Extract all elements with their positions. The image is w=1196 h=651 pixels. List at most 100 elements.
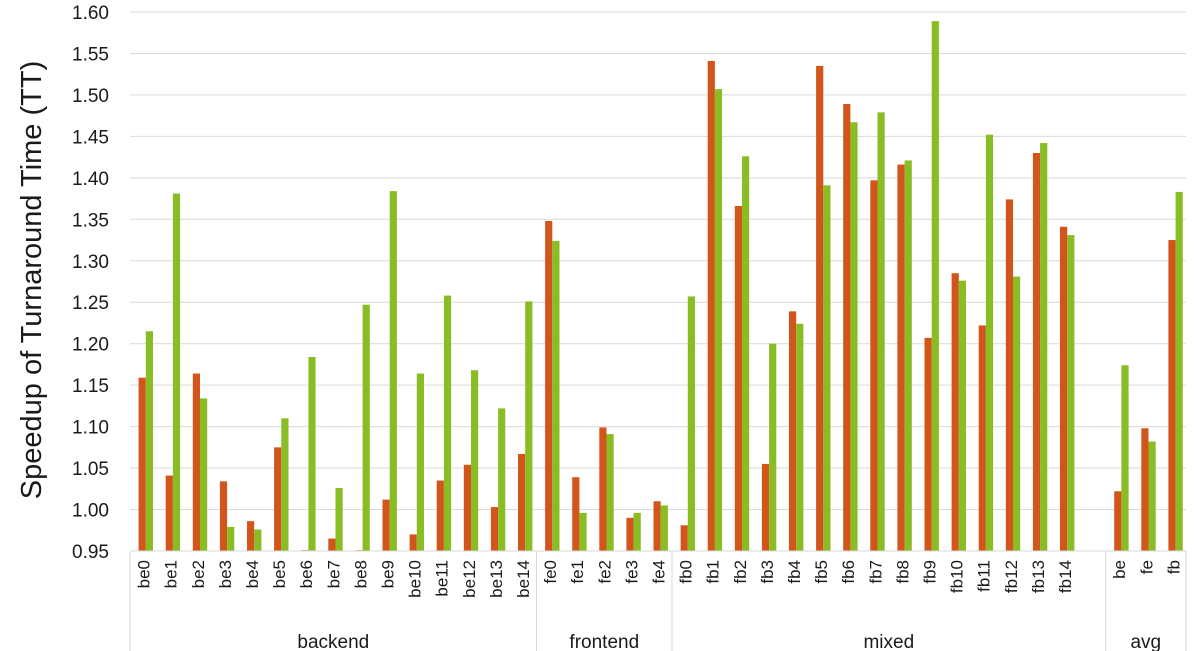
bar-fb10-series1 — [958, 280, 966, 551]
x-tick-label: be5 — [270, 560, 289, 588]
bar-be0-series1 — [145, 331, 153, 551]
bar-fb10-series0 — [951, 273, 959, 551]
bar-fb5-series0 — [816, 65, 824, 552]
bar-be2-series1 — [200, 398, 208, 551]
x-tick-label: be2 — [189, 560, 208, 588]
bar-fe1-series1 — [579, 512, 587, 551]
x-tick-label: be3 — [216, 560, 235, 588]
bar-fe-series1 — [1148, 441, 1156, 551]
bar-fb-series0 — [1168, 240, 1176, 552]
x-tick-label: be11 — [433, 560, 452, 597]
bar-be14-series1 — [525, 301, 533, 551]
bar-be1-series0 — [165, 475, 173, 551]
x-tick-label: fb4 — [785, 560, 804, 584]
y-axis-label: Speedup of Turnaround Time (TT) — [16, 61, 48, 499]
bar-be7-series0 — [328, 538, 336, 551]
y-tick-label: 1.50 — [72, 86, 109, 107]
bar-be2-series0 — [192, 373, 200, 551]
bar-fb2-series0 — [734, 206, 742, 552]
bar-fb9-series1 — [931, 21, 939, 552]
bars — [138, 21, 1183, 552]
x-tick-label: be9 — [378, 560, 397, 588]
x-tick-label: fe4 — [649, 560, 668, 584]
x-tick-label: fe — [1137, 560, 1156, 574]
bar-be11-series0 — [436, 480, 444, 551]
bar-fb11-series1 — [985, 134, 994, 552]
group-label: mixed — [863, 632, 914, 651]
x-axis: be0 be1 be2 be3 be4 be5 be6 be7 be8 be9 be10 be11 be… — [129, 550, 1187, 651]
gridlines — [130, 11, 1186, 552]
x-tick-label: fe2 — [595, 560, 614, 584]
bar-be12-series1 — [471, 370, 479, 551]
bar-fb14-series1 — [1067, 235, 1075, 551]
bar-fb8-series1 — [904, 160, 912, 551]
x-tick-label: be12 — [460, 560, 479, 598]
bar-fb1-series0 — [707, 60, 715, 552]
bar-fe3-series0 — [626, 517, 634, 551]
bar-fb1-series1 — [714, 89, 723, 552]
bar-fb7-series0 — [870, 180, 878, 551]
y-tick-label: 1.60 — [72, 3, 109, 24]
x-tick-label: be4 — [243, 560, 262, 588]
bar-be3-series1 — [227, 526, 235, 551]
x-tick-label: fe3 — [622, 560, 641, 584]
y-tick-label: 0.95 — [72, 542, 109, 563]
x-tick-label: be6 — [297, 560, 316, 588]
bar-fb6-series0 — [843, 104, 851, 551]
y-tick-label: 1.20 — [72, 335, 109, 356]
bar-fe1-series0 — [572, 477, 580, 551]
x-tick-label: fb3 — [758, 560, 777, 584]
bar-fb11-series0 — [978, 325, 986, 551]
y-tick-label: 1.30 — [72, 252, 109, 273]
y-tick-label: 1.55 — [72, 44, 109, 65]
x-tick-label: fb14 — [1056, 560, 1075, 593]
x-tick-label: be13 — [487, 560, 506, 598]
bar-be1-series1 — [172, 193, 181, 551]
y-tick-label: 1.05 — [72, 459, 109, 480]
bar-be10-series1 — [416, 373, 424, 551]
x-tick-label: be10 — [406, 560, 425, 598]
x-tick-label: be0 — [135, 560, 154, 588]
bar-fb6-series1 — [850, 122, 858, 551]
x-tick-label: fb10 — [948, 560, 967, 593]
bar-be-series1 — [1121, 365, 1129, 551]
y-tick-label: 1.10 — [72, 418, 109, 439]
x-tick-label: fb — [1164, 560, 1183, 574]
bar-fb14-series0 — [1060, 226, 1068, 551]
bar-fe-series0 — [1141, 428, 1149, 551]
bar-fb5-series1 — [823, 185, 831, 551]
bar-be3-series0 — [219, 481, 228, 551]
bar-fe0-series1 — [552, 240, 560, 551]
bar-be9-series0 — [382, 499, 390, 551]
x-tick-label: fb11 — [975, 560, 994, 592]
group-label: avg — [1130, 632, 1161, 651]
y-tick-label: 1.35 — [72, 210, 109, 231]
bar-fb12-series1 — [1013, 276, 1021, 551]
bar-fe2-series1 — [606, 434, 614, 551]
bar-fb13-series0 — [1032, 152, 1041, 551]
bar-be12-series0 — [463, 464, 471, 551]
x-tick-label: fb2 — [731, 560, 750, 584]
bar-fe2-series0 — [599, 427, 607, 551]
bar-be11-series1 — [443, 295, 452, 551]
bar-be13-series0 — [490, 507, 499, 551]
y-tick-label: 1.00 — [72, 501, 109, 522]
bar-fb7-series1 — [877, 112, 885, 551]
group-label: frontend — [569, 632, 639, 651]
bar-be4-series0 — [247, 521, 255, 551]
bar-be10-series0 — [409, 534, 417, 551]
y-tick-label: 1.15 — [72, 376, 109, 397]
group-label: backend — [297, 632, 369, 651]
bar-fe4-series0 — [653, 501, 661, 551]
x-tick-label: be7 — [324, 560, 343, 588]
x-tick-label: be14 — [514, 560, 533, 598]
y-tick-label: 1.25 — [72, 293, 109, 314]
bar-fb9-series0 — [924, 337, 932, 551]
bar-be5-series0 — [274, 447, 282, 551]
bar-be5-series1 — [281, 418, 289, 551]
bar-be-series0 — [1114, 491, 1122, 551]
x-tick-label: fb5 — [812, 560, 831, 584]
x-tick-label: fb8 — [893, 560, 912, 584]
y-tick-labels: 0.95 1.00 1.05 1.10 1.15 1.20 1.25 1.30 1.35 1.40… — [72, 3, 109, 563]
